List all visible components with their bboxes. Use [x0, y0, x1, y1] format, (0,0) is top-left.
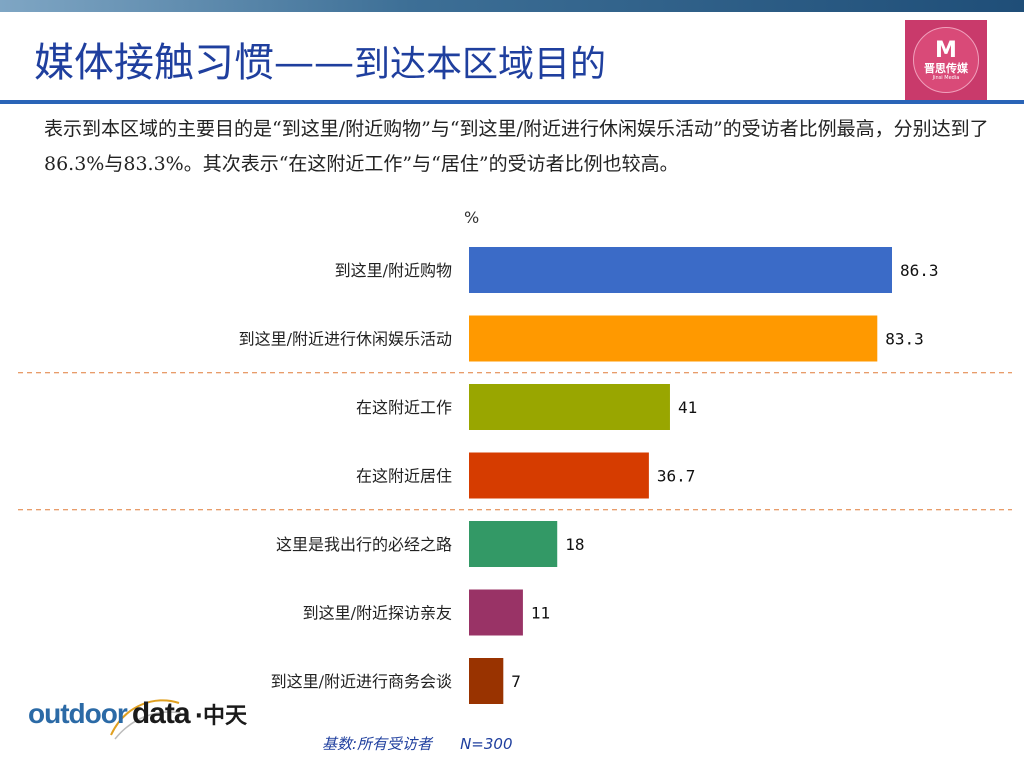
page-title-sub: 到达本区域目的 [354, 44, 607, 85]
category-label-6: 到这里/附近探访亲友 [303, 604, 452, 623]
category-label-4: 在这附近居住 [356, 467, 452, 486]
category-label-1: 到这里/附近购物 [335, 261, 452, 280]
bar-chart: 到这里/附近购物 86.3 到这里/附近进行休闲娱乐活动 83.3 在这附近工作 41 在这… [18, 247, 1012, 704]
bar-3 [469, 384, 670, 430]
base-label: 基数:所有受访者 [322, 735, 433, 753]
unit-label: % [464, 208, 480, 227]
sample-size: N=300 [460, 735, 513, 753]
category-label-3: 在这附近工作 [356, 398, 452, 417]
brand-outdoor: outdoor [28, 698, 128, 729]
page-title: 媒体接触习惯——到达本区域目的 [34, 30, 606, 88]
bar-1 [469, 247, 892, 293]
logo-name: 晋思传媒 [924, 61, 968, 75]
category-label-7: 到这里/附近进行商务会谈 [271, 672, 452, 691]
title-rule [0, 100, 1024, 104]
value-label-4: 36.7 [657, 467, 696, 486]
company-logo: M 晋思传媒 Jinsi Media [905, 20, 987, 100]
value-label-6: 11 [531, 604, 550, 623]
logo-mark: M [935, 37, 957, 63]
brand-swoosh-icon [110, 699, 182, 740]
bar-4 [469, 452, 649, 499]
value-label-5: 18 [565, 535, 584, 554]
bar-5 [469, 521, 558, 567]
brand-cn: ·中天 [194, 704, 247, 729]
brand-logo: outdoor data ·中天 [28, 697, 247, 731]
sample-base: 基数:所有受访者 N=300 [322, 733, 540, 754]
description-text: 表示到本区域的主要目的是“到这里/附近购物”与“到这里/附近进行休闲娱乐活动”的… [44, 118, 989, 175]
value-label-7: 7 [511, 672, 521, 691]
category-label-2: 到这里/附近进行休闲娱乐活动 [239, 330, 452, 349]
bar-2 [469, 315, 878, 362]
bar-7 [469, 658, 504, 704]
top-bar [0, 0, 1024, 12]
category-label-5: 这里是我出行的必经之路 [276, 535, 452, 554]
value-label-2: 83.3 [885, 330, 924, 349]
logo-badge: M 晋思传媒 Jinsi Media [913, 27, 979, 93]
page-title-main: 媒体接触习惯—— [34, 40, 354, 86]
brand-data: data [131, 697, 191, 730]
bar-6 [469, 589, 523, 636]
logo-sub: Jinsi Media [932, 74, 960, 81]
value-label-1: 86.3 [900, 261, 939, 280]
value-label-3: 41 [678, 398, 697, 417]
